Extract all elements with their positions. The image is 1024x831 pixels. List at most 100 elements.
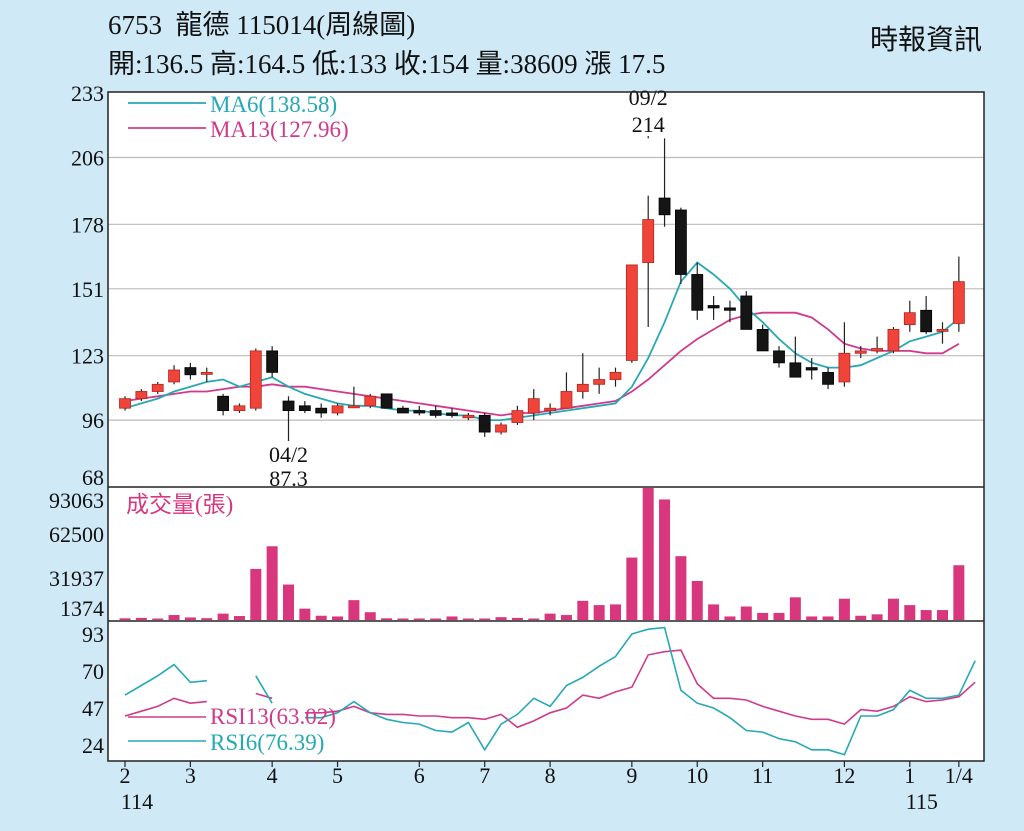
candle-down bbox=[413, 410, 426, 414]
volume-bar bbox=[659, 499, 671, 620]
close-label: 收: bbox=[393, 49, 429, 79]
volume-bar bbox=[708, 604, 720, 620]
volume-bar bbox=[724, 616, 736, 620]
x-tick-label: 2 bbox=[120, 763, 131, 788]
volume-bar bbox=[217, 613, 229, 620]
candle-up bbox=[576, 383, 589, 392]
x-tick-label: 12 bbox=[833, 763, 855, 788]
volume-bar bbox=[920, 610, 932, 620]
volume-bar bbox=[250, 568, 262, 620]
candle-down bbox=[282, 400, 295, 411]
candle-up bbox=[119, 398, 131, 409]
volume-tick-label: 1374 bbox=[60, 596, 104, 621]
x-year-label: 114 bbox=[121, 789, 153, 814]
rsi-legend-label: RSI13(63.02) bbox=[210, 704, 336, 729]
candle-up bbox=[838, 352, 851, 383]
candle-down bbox=[691, 274, 704, 311]
volume-bar bbox=[397, 618, 409, 620]
volume-bar bbox=[430, 618, 442, 620]
volume-bar bbox=[152, 618, 164, 620]
volume-bar bbox=[610, 604, 621, 620]
low-date-label: 04/2 bbox=[269, 442, 308, 467]
candle-down bbox=[429, 410, 442, 416]
price-tick-label: 178 bbox=[71, 212, 104, 237]
volume-bar bbox=[560, 615, 572, 620]
price-tick-label: 68 bbox=[82, 465, 104, 490]
candles bbox=[119, 136, 965, 441]
price-tick-label: 123 bbox=[71, 344, 104, 369]
candle-down bbox=[266, 350, 279, 373]
stock-name: 龍德 bbox=[175, 10, 230, 40]
volume-bar bbox=[233, 616, 245, 620]
candle-down bbox=[773, 350, 785, 364]
candle-down bbox=[658, 197, 671, 216]
x-tick-label: 8 bbox=[545, 763, 556, 788]
ma-legend-label: MA6(138.58) bbox=[210, 92, 337, 117]
volume-bar bbox=[822, 616, 834, 620]
candle-down bbox=[298, 405, 311, 411]
rsi-tick-label: 24 bbox=[82, 733, 104, 758]
volume-bar bbox=[544, 613, 556, 620]
candle-up bbox=[527, 398, 540, 414]
candle-up bbox=[887, 328, 900, 352]
volume-bar bbox=[626, 557, 638, 620]
source-label: 時報資訊 bbox=[869, 25, 982, 56]
x-tick-label: 1 bbox=[904, 763, 915, 788]
candle-down bbox=[446, 412, 458, 416]
price-tick-label: 233 bbox=[71, 81, 104, 106]
candle-down bbox=[380, 393, 393, 409]
volume-bar bbox=[871, 614, 883, 620]
price-tick-label: 96 bbox=[82, 408, 104, 433]
volume-value: 38609 bbox=[510, 49, 578, 79]
volume-bar bbox=[299, 608, 311, 620]
candle-down bbox=[920, 309, 933, 333]
legends: MA6(138.58)MA13(127.96) 成交量(張) RSI13(63.02… bbox=[126, 92, 349, 755]
volume-bar bbox=[904, 605, 916, 620]
rsi-legend-label: RSI6(76.39) bbox=[210, 730, 324, 755]
volume-bar bbox=[740, 606, 752, 620]
volume-bar bbox=[789, 597, 801, 620]
volume-bar bbox=[283, 584, 294, 620]
low-value: 133 bbox=[346, 49, 388, 79]
volume-bar bbox=[184, 617, 196, 620]
volume-bar bbox=[381, 618, 393, 620]
volume-tick-label: 31937 bbox=[49, 566, 104, 591]
candle-up bbox=[936, 328, 949, 332]
volume-bar bbox=[887, 598, 899, 620]
price-tick-label: 151 bbox=[71, 277, 104, 302]
volume-bar bbox=[577, 600, 589, 620]
x-tick-label: 3 bbox=[185, 763, 196, 788]
rsi-tick-label: 93 bbox=[82, 622, 104, 647]
chart-area-background bbox=[108, 92, 984, 761]
candle-up bbox=[903, 312, 916, 326]
high-value-label: 214 bbox=[632, 112, 665, 137]
volume-bar bbox=[773, 612, 785, 620]
ma-legend-label: MA13(127.96) bbox=[210, 117, 349, 142]
x-tick-label: 11 bbox=[752, 763, 773, 788]
candle-up bbox=[544, 407, 556, 411]
volume-bar bbox=[757, 612, 769, 620]
x-tick-label: 6 bbox=[414, 763, 425, 788]
candle-down bbox=[675, 209, 687, 275]
rsi-tick-label: 70 bbox=[82, 659, 104, 684]
candle-down bbox=[315, 407, 328, 414]
candle-down bbox=[805, 367, 818, 371]
price-tick-label: 206 bbox=[71, 145, 104, 170]
volume-bar bbox=[855, 615, 867, 620]
low-label: 低: bbox=[312, 49, 347, 79]
candle-up bbox=[593, 379, 606, 385]
volume-bar bbox=[838, 598, 850, 620]
volume-bar bbox=[413, 618, 425, 620]
volume-bar bbox=[266, 546, 278, 620]
candle-down bbox=[184, 367, 197, 376]
candle-down bbox=[478, 414, 491, 433]
x-tick-label: 7 bbox=[479, 763, 490, 788]
open-value: 136.5 bbox=[142, 49, 204, 79]
x-tick-label: 5 bbox=[332, 763, 343, 788]
volume-tick-label: 62500 bbox=[49, 522, 104, 547]
candle-down bbox=[756, 328, 769, 352]
volume-label: 量: bbox=[475, 49, 511, 79]
volume-bar bbox=[642, 488, 654, 620]
open-label: 開: bbox=[108, 49, 143, 79]
volume-bar bbox=[315, 615, 327, 620]
